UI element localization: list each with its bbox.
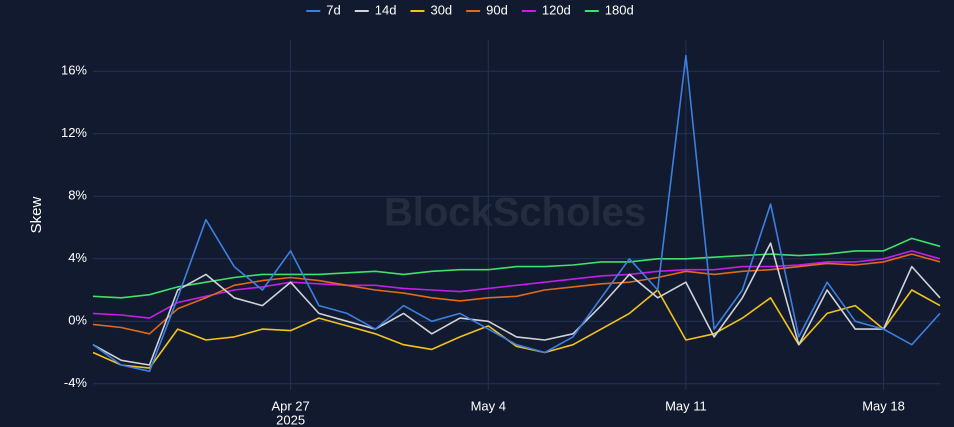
y-tick-label: 0%: [68, 313, 87, 328]
y-tick-label: 12%: [61, 125, 87, 140]
legend-label: 180d: [605, 2, 634, 17]
legend-item: 90d: [466, 2, 508, 17]
x-tick-label: 2025: [276, 412, 305, 427]
legend-item: 120d: [521, 2, 571, 17]
legend-item: 7d: [306, 2, 341, 17]
x-tick-label: Apr 27: [271, 398, 309, 413]
legend-label: 30d: [430, 2, 452, 17]
y-tick-label: -4%: [64, 375, 88, 390]
watermark: BlockScholes: [384, 191, 646, 235]
y-tick-label: 16%: [61, 63, 87, 78]
series-line: [92, 253, 941, 335]
x-tick-label: May 18: [862, 398, 905, 413]
legend-item: 30d: [410, 2, 452, 17]
legend-label: 7d: [326, 2, 340, 17]
legend-item: 14d: [354, 2, 397, 17]
legend-label: 120d: [542, 2, 571, 17]
x-tick-label: May 11: [665, 398, 707, 413]
legend-item: 180d: [584, 2, 634, 17]
series-line: [92, 237, 941, 299]
y-tick-label: 4%: [68, 250, 87, 265]
y-tick-label: 8%: [68, 188, 87, 203]
legend-label: 90d: [486, 2, 508, 17]
series-line: [92, 54, 941, 373]
y-axis-title: Skew: [28, 196, 45, 233]
series-line: [92, 250, 941, 319]
series-line: [92, 242, 941, 366]
legend-label: 14d: [375, 2, 397, 17]
x-tick-label: May 4: [471, 398, 506, 413]
